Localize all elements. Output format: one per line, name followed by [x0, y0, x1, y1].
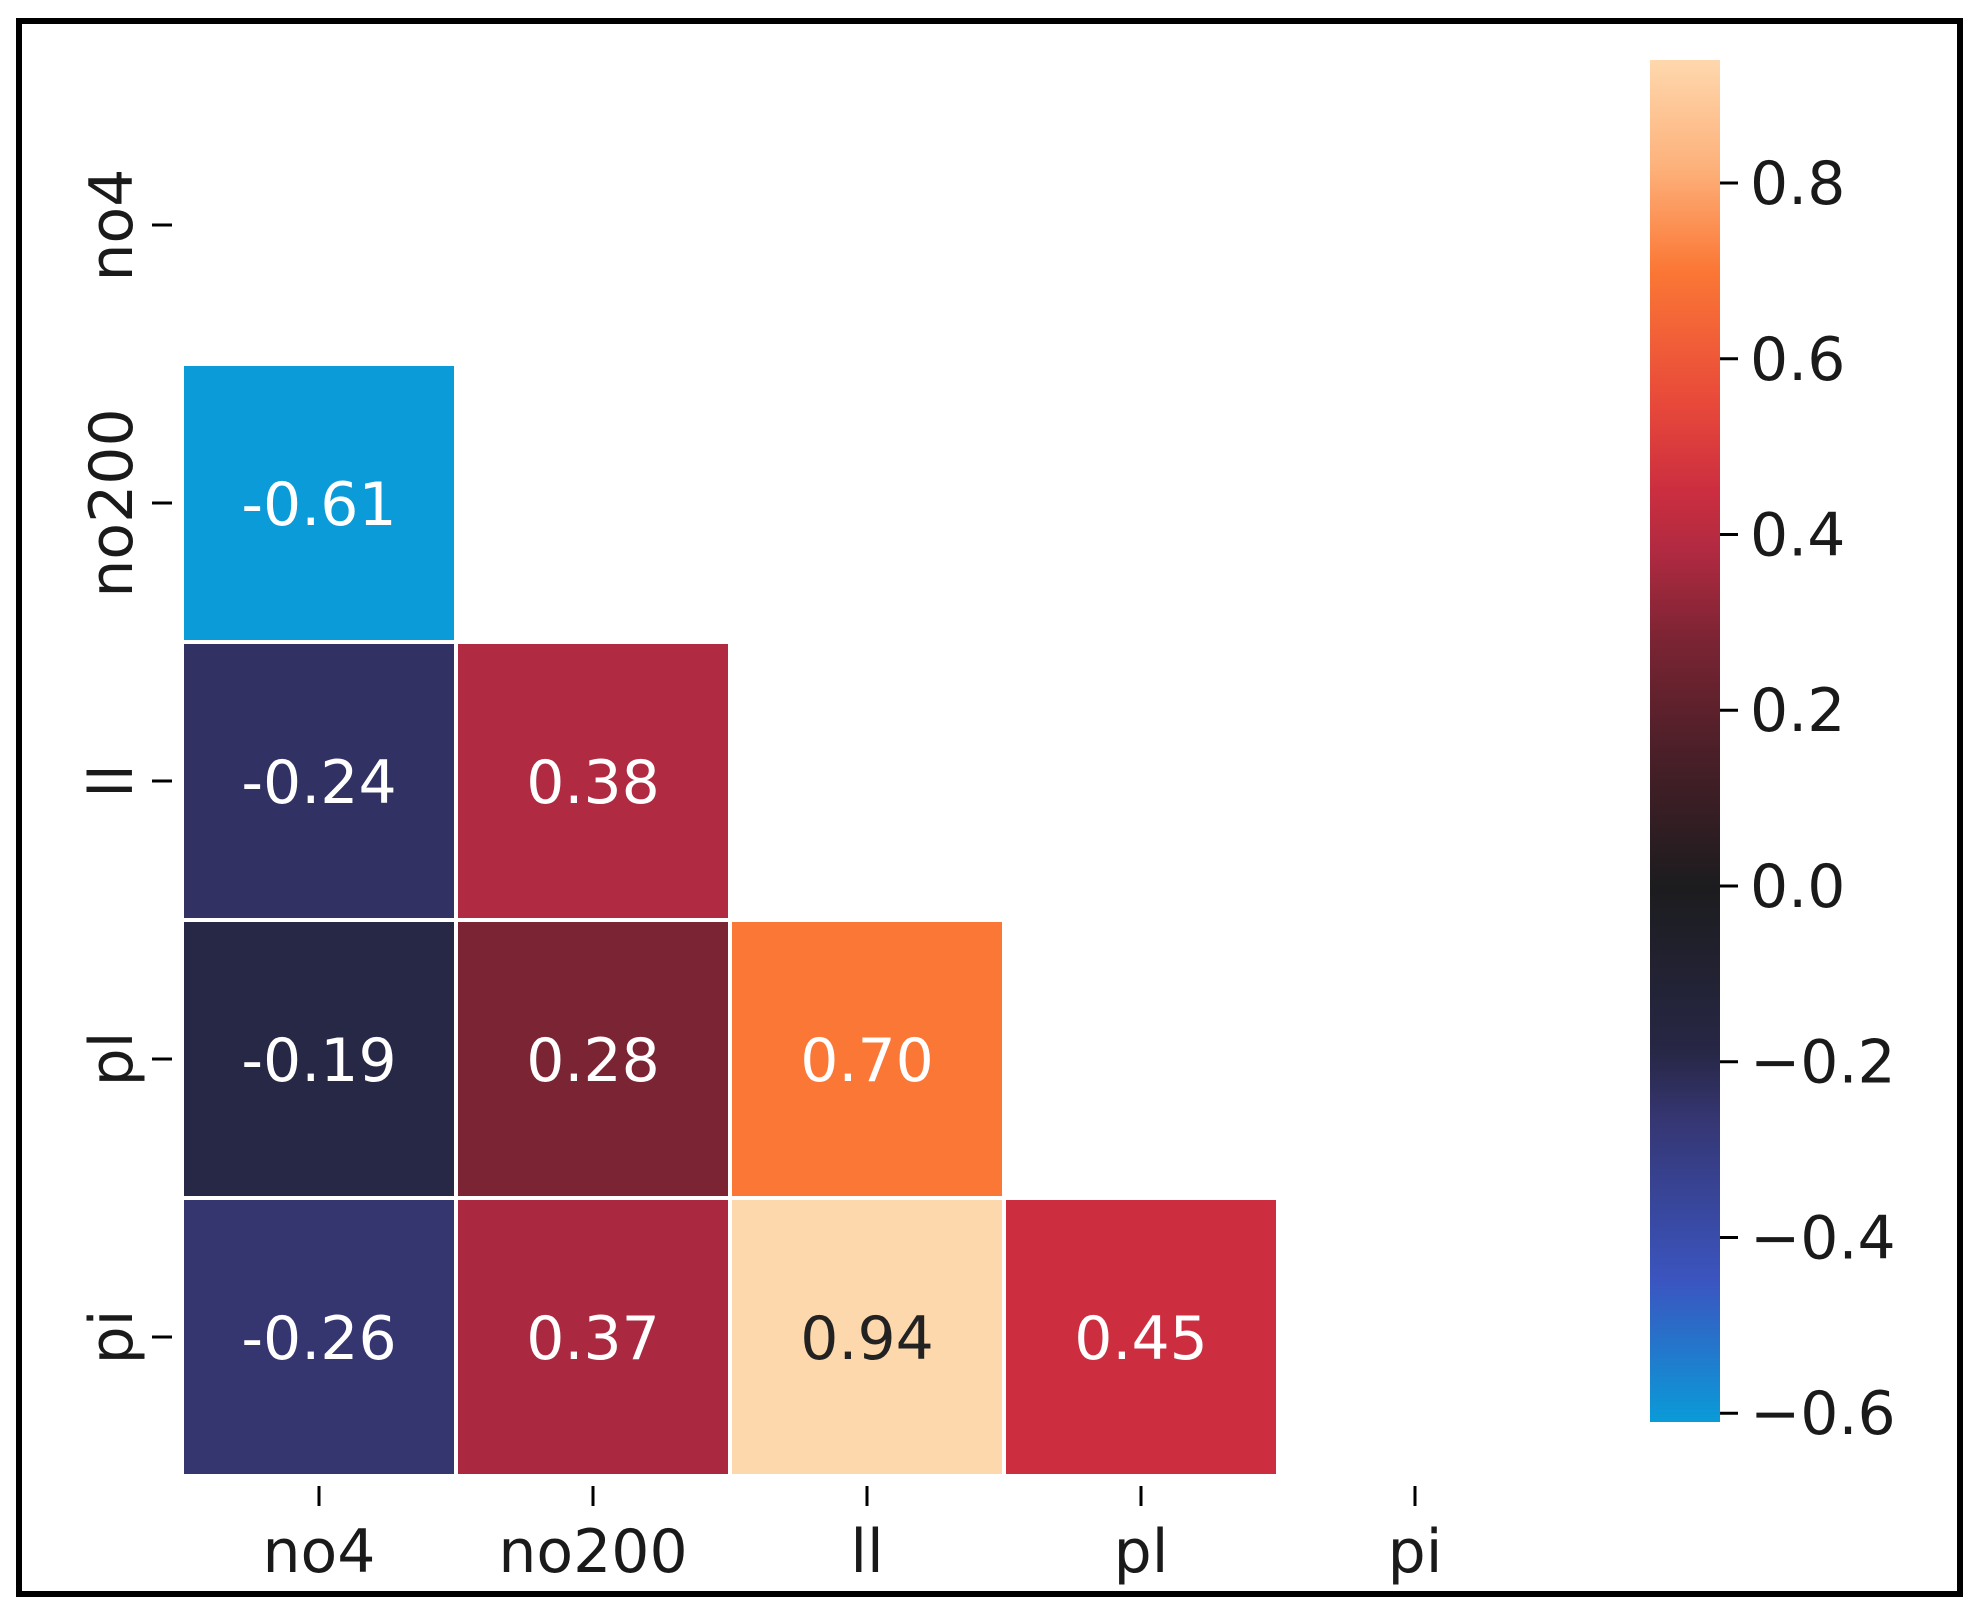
x-tick-label-no200: no200 [498, 1517, 687, 1587]
heatmap-cell-ll-no200 [454, 640, 732, 922]
colorbar-gradient [1650, 60, 1720, 1422]
heatmap-cell-pi-ll [728, 1196, 1006, 1478]
x-axis: no4 no200 ll pl pi [263, 1486, 1443, 1587]
heatmap-cell-pi-pl [1002, 1196, 1280, 1478]
cell-annotation-pl-no4: -0.19 [241, 1026, 396, 1096]
colorbar-tick-label: −0.4 [1750, 1203, 1896, 1273]
heatmap-cell-pi-no4 [180, 1196, 458, 1478]
heatmap-cell-pl-ll [728, 918, 1006, 1200]
cell-annotation-pi-pl: 0.45 [1074, 1304, 1208, 1374]
cell-annotation-ll-no4: -0.24 [241, 748, 396, 818]
cell-annotation-pl-ll: 0.70 [800, 1026, 934, 1096]
cell-annotation-no200-no4: -0.61 [241, 470, 396, 540]
y-tick-label-pi: pi [77, 1310, 147, 1365]
chart-frame: -0.61 -0.24 0.38 -0.19 0.28 0.70 -0.26 0.37 0.94… [16, 18, 1963, 1597]
cell-annotation-ll-no200: 0.38 [526, 748, 660, 818]
x-tick-label-pi: pi [1388, 1517, 1443, 1587]
cell-annotation-pi-no200: 0.37 [526, 1304, 660, 1374]
cell-annotation-pi-ll: 0.94 [800, 1304, 934, 1374]
heatmap-cells [180, 362, 1280, 1478]
cell-annotation-pl-no200: 0.28 [526, 1026, 660, 1096]
heatmap-cell-pl-no4 [180, 918, 458, 1200]
colorbar: 0.8 0.6 0.4 0.2 0.0 −0.2 −0.4 −0.6 [1650, 60, 1896, 1449]
cell-annotation-pi-no4: -0.26 [241, 1304, 396, 1374]
heatmap-chart: -0.61 -0.24 0.38 -0.19 0.28 0.70 -0.26 0.37 0.94… [77, 60, 1896, 1587]
colorbar-tick-label: 0.0 [1750, 852, 1845, 922]
heatmap-cell-no200-no4 [180, 362, 458, 644]
heatmap-cell-ll-no4 [180, 640, 458, 922]
colorbar-tick-label: 0.8 [1750, 149, 1845, 219]
colorbar-tick-label: 0.4 [1750, 501, 1845, 571]
heatmap-annotations: -0.61 -0.24 0.38 -0.19 0.28 0.70 -0.26 0.37 0.94… [241, 470, 1207, 1374]
colorbar-tick-label: −0.2 [1750, 1028, 1896, 1098]
y-tick-label-no4: no4 [77, 169, 147, 282]
y-axis: no4 no200 ll pl pi [77, 169, 172, 1365]
x-tick-label-ll: ll [850, 1517, 883, 1587]
colorbar-tick-label: −0.6 [1750, 1379, 1896, 1449]
x-tick-label-no4: no4 [263, 1517, 376, 1587]
y-tick-label-no200: no200 [77, 408, 147, 597]
colorbar-tick-label: 0.2 [1750, 676, 1845, 746]
x-tick-label-pl: pl [1114, 1517, 1169, 1587]
y-tick-label-pl: pl [77, 1032, 147, 1087]
colorbar-tick-label: 0.6 [1750, 325, 1845, 395]
y-tick-label-ll: ll [77, 764, 147, 797]
heatmap-cell-pi-no200 [454, 1196, 732, 1478]
